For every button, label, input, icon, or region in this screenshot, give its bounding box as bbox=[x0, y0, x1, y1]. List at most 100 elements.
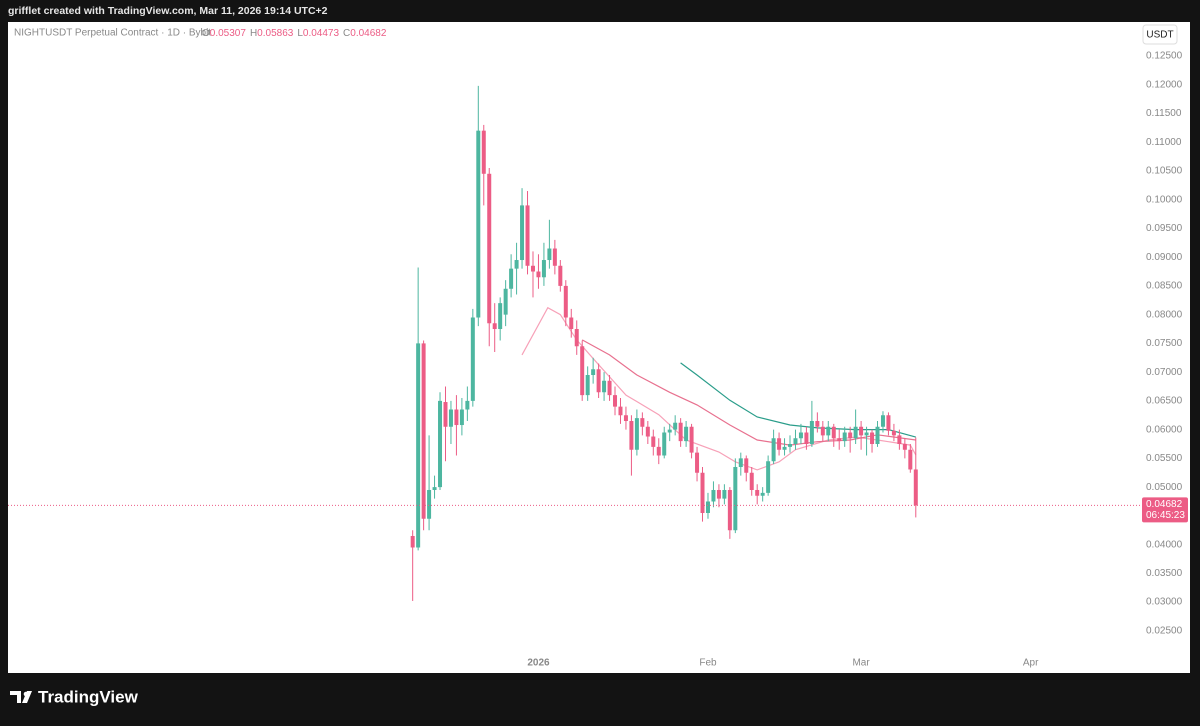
candle-body bbox=[634, 418, 639, 450]
candle-body bbox=[520, 205, 525, 261]
y-tick-label: 0.06000 bbox=[1146, 424, 1183, 435]
candle-body bbox=[651, 436, 656, 447]
candle-body bbox=[481, 130, 486, 174]
candle-body bbox=[886, 415, 891, 431]
candle-body bbox=[760, 492, 765, 496]
candle-body bbox=[602, 380, 607, 393]
y-tick-label: 0.09000 bbox=[1146, 252, 1183, 263]
candle-body bbox=[498, 303, 503, 330]
candle-body bbox=[678, 422, 683, 442]
candle-body bbox=[771, 438, 776, 462]
candle-body bbox=[875, 426, 880, 444]
y-tick-label: 0.05000 bbox=[1146, 482, 1183, 493]
candle-body bbox=[820, 426, 825, 436]
candle-body bbox=[623, 415, 628, 422]
x-tick-label: 2026 bbox=[527, 658, 550, 669]
candle-body bbox=[777, 438, 782, 450]
candle-body bbox=[536, 271, 541, 278]
candle-body bbox=[864, 432, 869, 436]
candle-body bbox=[525, 205, 530, 266]
ohlc-value: 0.05863 bbox=[257, 28, 294, 39]
candle-body bbox=[815, 421, 820, 427]
x-tick-label: Feb bbox=[699, 658, 717, 669]
candle-body bbox=[476, 130, 481, 318]
currency-label[interactable]: USDT bbox=[1146, 30, 1173, 41]
candle-body bbox=[755, 489, 760, 496]
candle-body bbox=[897, 435, 902, 444]
candle-body bbox=[585, 375, 590, 396]
moving-average-line bbox=[581, 339, 916, 446]
candle-body bbox=[530, 265, 535, 272]
candle-body bbox=[509, 268, 514, 289]
y-tick-label: 0.08500 bbox=[1146, 281, 1183, 292]
candle-body bbox=[859, 426, 864, 436]
candle-body bbox=[705, 501, 710, 513]
candle-body bbox=[788, 444, 793, 447]
candle-body bbox=[831, 426, 836, 439]
candle-body bbox=[443, 402, 448, 427]
ohlc-value: 0.04682 bbox=[350, 28, 387, 39]
y-tick-label: 0.04000 bbox=[1146, 539, 1183, 550]
candle-body bbox=[738, 458, 743, 467]
candle-body bbox=[848, 432, 853, 439]
ohlc-key: C bbox=[343, 28, 350, 39]
y-tick-label: 0.09500 bbox=[1146, 223, 1183, 234]
y-tick-label: 0.03000 bbox=[1146, 597, 1183, 608]
y-tick-label: 0.07000 bbox=[1146, 367, 1183, 378]
x-tick-label: Apr bbox=[1023, 658, 1039, 669]
y-tick-label: 0.10500 bbox=[1146, 166, 1183, 177]
candle-body bbox=[454, 409, 459, 426]
y-tick-label: 0.11000 bbox=[1146, 137, 1182, 148]
chart-pane bbox=[8, 22, 1190, 673]
brand-name: TradingView bbox=[38, 687, 139, 706]
candle-body bbox=[514, 260, 519, 269]
y-tick-label: 0.03500 bbox=[1146, 568, 1183, 579]
candle-body bbox=[842, 432, 847, 442]
candle-body bbox=[902, 444, 907, 450]
candle-body bbox=[853, 426, 858, 439]
candle-body bbox=[766, 461, 771, 493]
candle-body bbox=[837, 438, 842, 442]
ohlc-key: O bbox=[202, 28, 210, 39]
candle-body bbox=[613, 395, 618, 407]
last-price-box bbox=[1142, 497, 1188, 523]
candle-body bbox=[662, 432, 667, 456]
candle-body bbox=[574, 329, 579, 347]
candle-body bbox=[459, 409, 464, 426]
candle-body bbox=[618, 406, 623, 416]
candle-body bbox=[798, 432, 803, 439]
y-tick-label: 0.06500 bbox=[1146, 396, 1183, 407]
y-tick-label: 0.12000 bbox=[1146, 79, 1183, 90]
candle-body bbox=[569, 317, 574, 330]
y-tick-label: 0.05500 bbox=[1146, 453, 1183, 464]
candle-body bbox=[645, 426, 650, 437]
candle-body bbox=[596, 369, 601, 393]
y-tick-label: 0.07500 bbox=[1146, 338, 1183, 349]
ohlc-key: H bbox=[250, 28, 257, 39]
candle-body bbox=[744, 458, 749, 473]
candle-body bbox=[410, 535, 415, 548]
y-tick-label: 0.02500 bbox=[1146, 625, 1183, 636]
candle-body bbox=[421, 343, 426, 519]
candle-body bbox=[749, 472, 754, 490]
candle-body bbox=[913, 469, 918, 506]
candle-body bbox=[629, 421, 634, 450]
candle-body bbox=[541, 260, 546, 278]
candle-body bbox=[607, 380, 612, 396]
candle-body bbox=[695, 452, 700, 473]
candle-body bbox=[503, 288, 508, 315]
candle-body bbox=[700, 472, 705, 513]
candle-body bbox=[793, 438, 798, 444]
candle-body bbox=[487, 173, 492, 324]
candle-body bbox=[733, 466, 738, 531]
candle-body bbox=[547, 248, 552, 261]
moving-average-line bbox=[521, 306, 917, 471]
candle-body bbox=[427, 489, 432, 519]
candle-body bbox=[908, 449, 913, 470]
candle-body bbox=[580, 346, 585, 396]
currency-box[interactable] bbox=[1142, 24, 1178, 45]
candle-body bbox=[891, 430, 896, 436]
candle-body bbox=[870, 432, 875, 444]
candle-body bbox=[716, 489, 721, 499]
